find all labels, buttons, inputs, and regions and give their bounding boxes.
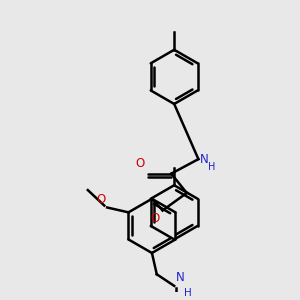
Text: O: O	[135, 157, 144, 170]
Text: H: H	[184, 288, 192, 298]
Text: N: N	[200, 153, 209, 166]
Text: O: O	[150, 212, 160, 225]
Text: H: H	[208, 162, 215, 172]
Text: O: O	[96, 193, 105, 206]
Text: N: N	[176, 271, 185, 284]
